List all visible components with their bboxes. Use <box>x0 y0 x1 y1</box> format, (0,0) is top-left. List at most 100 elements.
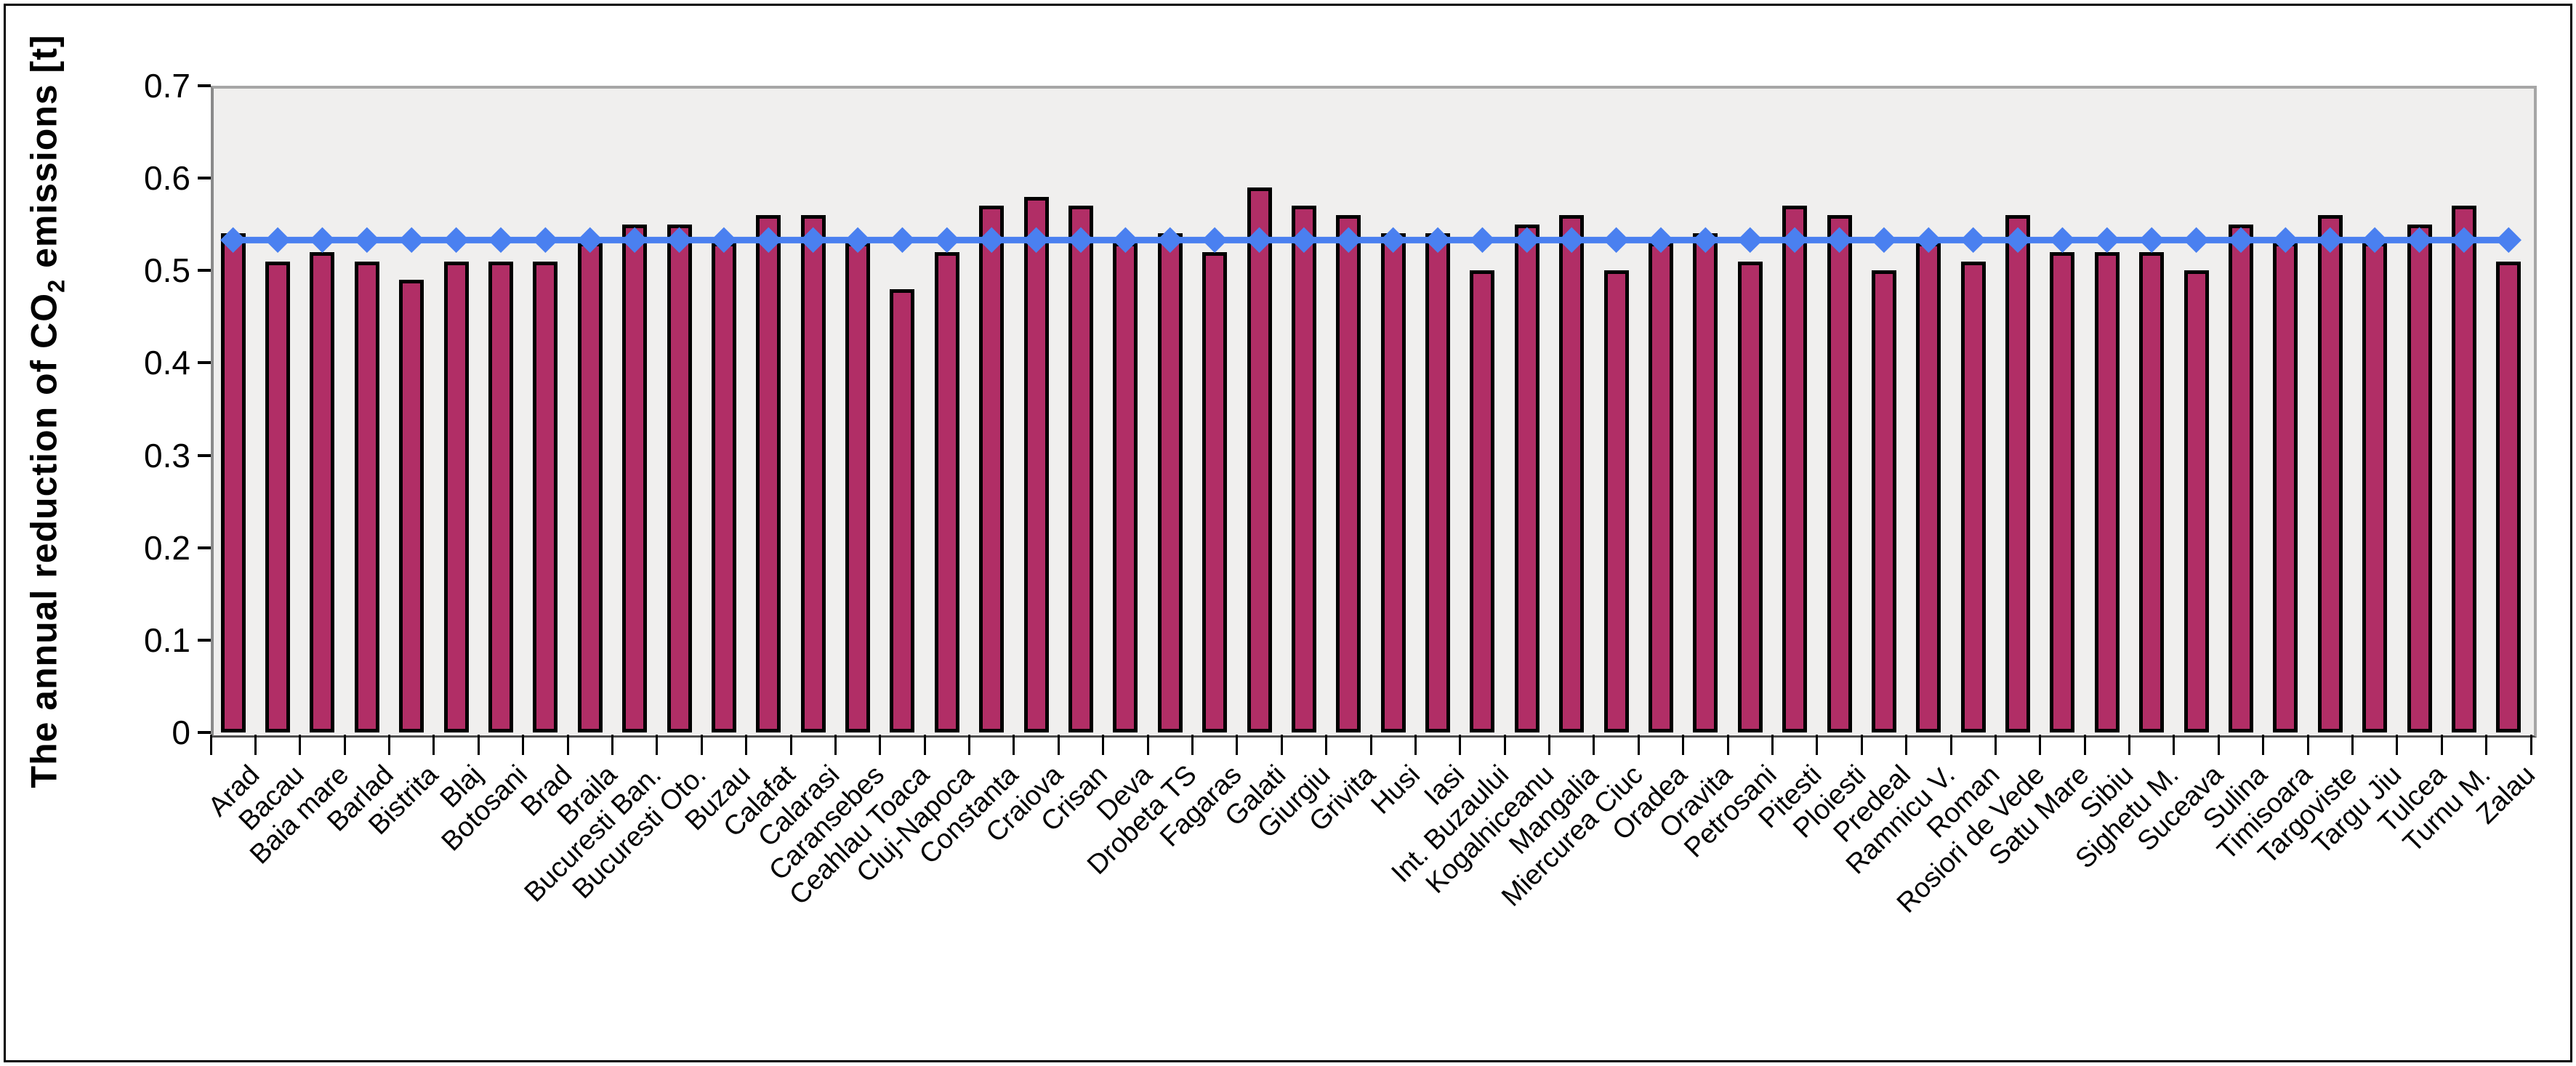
bar-kogalniceanu <box>1514 224 1539 732</box>
x-tick-mark <box>1057 735 1060 755</box>
x-tick-mark <box>432 735 435 755</box>
x-tick-mark <box>1548 735 1551 755</box>
x-tick-mark <box>1102 735 1105 755</box>
y-tick-mark <box>198 84 211 87</box>
x-tick-mark <box>1146 735 1149 755</box>
y-tick-label: 0.4 <box>144 344 190 382</box>
bar-husi <box>1380 233 1406 732</box>
bar-brad <box>533 261 558 732</box>
x-tick-mark <box>388 735 391 755</box>
y-tick-mark <box>198 269 211 272</box>
x-tick-mark <box>834 735 837 755</box>
y-tick-mark <box>198 177 211 180</box>
bar-baia-mare <box>310 251 335 732</box>
y-axis-title-suffix: emissions [t] <box>23 34 65 279</box>
bar-calafat <box>756 215 781 732</box>
y-tick-label: 0.7 <box>144 67 190 105</box>
bar-mangalia <box>1559 215 1585 732</box>
x-tick-mark <box>1771 735 1774 755</box>
y-tick-mark <box>198 731 211 734</box>
y-tick-label: 0.1 <box>144 621 190 659</box>
bar-galati <box>1247 187 1272 732</box>
bar-fagaras <box>1202 251 1228 732</box>
bar-braila <box>577 243 603 732</box>
y-tick-label: 0.2 <box>144 528 190 567</box>
bar-rosiori-de-vede <box>2005 215 2031 732</box>
x-tick-mark <box>1726 735 1729 755</box>
bar-targoviste <box>2317 215 2343 732</box>
x-tick-mark <box>1637 735 1640 755</box>
y-tick-label: 0 <box>172 714 190 751</box>
bar-tulcea <box>2407 224 2432 732</box>
bar-cluj-napoca <box>934 251 959 732</box>
x-tick-mark <box>1682 735 1685 755</box>
bar-sighetu-m- <box>2139 251 2165 732</box>
bar-zalau <box>2496 261 2521 732</box>
x-tick-mark <box>1860 735 1863 755</box>
bar-petrosani <box>1737 261 1763 732</box>
x-tick-mark <box>968 735 971 755</box>
bar-constanta <box>979 206 1005 732</box>
bar-caransebes <box>845 243 871 732</box>
bar-suceava <box>2183 270 2209 732</box>
x-tick-mark <box>299 735 302 755</box>
bar-bistrita <box>399 280 424 732</box>
bar-arad <box>220 233 246 732</box>
bar-barlad <box>354 261 379 732</box>
bar-botosani <box>488 261 513 732</box>
y-tick-label: 0.3 <box>144 436 190 475</box>
x-tick-mark <box>522 735 525 755</box>
y-tick-mark <box>198 546 211 549</box>
bar-oravita <box>1693 233 1718 732</box>
x-tick-mark <box>1369 735 1372 755</box>
bar-craiova <box>1023 196 1049 732</box>
bar-sulina <box>2229 224 2253 732</box>
bar-bucuresti-ban- <box>622 224 648 732</box>
x-tick-mark <box>1325 735 1328 755</box>
x-tick-mark <box>1191 735 1194 755</box>
y-axis-title: The annual reduction of CO2 emissions [t… <box>23 35 71 788</box>
x-tick-mark <box>1905 735 1908 755</box>
y-axis-title-text: The annual reduction of CO <box>23 292 65 788</box>
bar-ramnicu-v- <box>1916 243 1941 732</box>
x-tick-mark <box>1414 735 1417 755</box>
x-tick-mark <box>2306 735 2309 755</box>
y-tick-mark <box>198 638 211 642</box>
bar-deva <box>1113 243 1138 732</box>
x-tick-mark <box>2440 735 2443 755</box>
x-tick-mark <box>2083 735 2086 755</box>
x-tick-mark <box>2262 735 2265 755</box>
bar-buzau <box>711 243 736 732</box>
x-tick-mark <box>1503 735 1506 755</box>
bar-drobeta-ts <box>1157 233 1183 732</box>
x-tick-mark <box>2128 735 2131 755</box>
x-tick-mark <box>1280 735 1283 755</box>
bar-timisoara <box>2273 243 2298 732</box>
x-tick-mark <box>2485 735 2488 755</box>
bar-int-buzaului <box>1470 270 1495 732</box>
bar-turnu-m- <box>2451 206 2476 732</box>
x-tick-mark <box>1816 735 1819 755</box>
x-tick-mark <box>2173 735 2175 755</box>
x-tick-mark <box>700 735 703 755</box>
y-tick-label: 0.6 <box>144 159 190 198</box>
x-tick-mark <box>2039 735 2042 755</box>
x-tick-mark <box>209 735 212 755</box>
bar-bacau <box>265 261 291 732</box>
x-tick-mark <box>1949 735 1952 755</box>
x-tick-mark <box>923 735 926 755</box>
x-tick-mark <box>1593 735 1595 755</box>
x-tick-mark <box>1013 735 1015 755</box>
y-tick-label: 0.5 <box>144 251 190 290</box>
y-tick-mark <box>198 361 211 365</box>
bar-crisan <box>1068 206 1093 732</box>
bar-iasi <box>1425 233 1451 732</box>
bar-predeal <box>1871 270 1896 732</box>
x-tick-mark <box>2351 735 2354 755</box>
bar-pitesti <box>1782 206 1808 732</box>
x-tick-mark <box>656 735 659 755</box>
y-axis-title-subscript: 2 <box>43 278 70 293</box>
bar-giurgiu <box>1291 206 1316 732</box>
x-tick-mark <box>745 735 748 755</box>
